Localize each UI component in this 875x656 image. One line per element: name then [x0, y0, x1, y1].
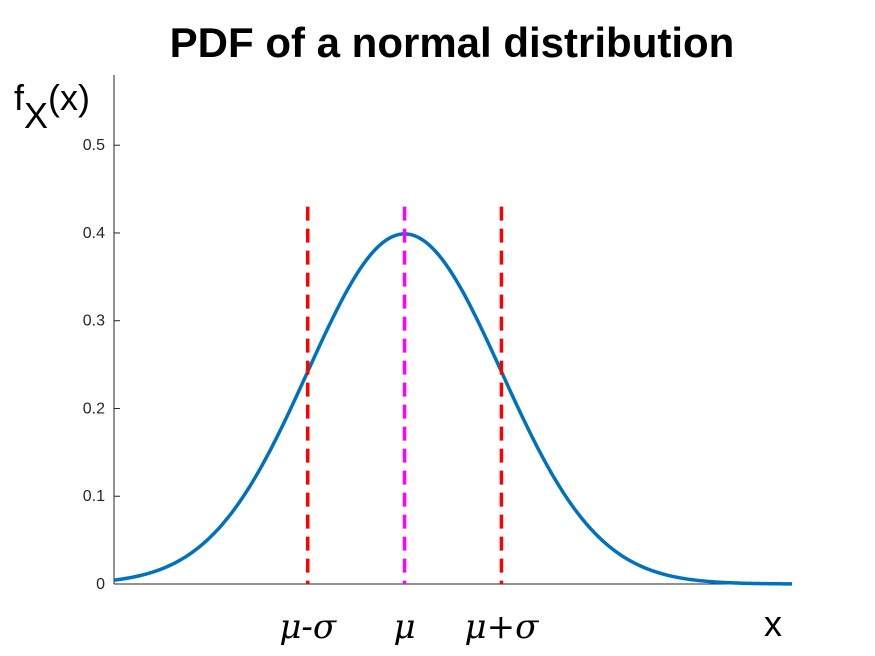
y-tick-label: 0.5	[83, 137, 105, 154]
y-axis-label: fX(x)	[14, 77, 90, 136]
plot-area: 0 0.1 0.2 0.3 0.4 0.5 μ-σ μ μ+σ	[83, 75, 793, 647]
x-tick-label: μ+σ	[465, 607, 540, 647]
x-axis-label: x	[764, 603, 782, 644]
pdf-curve	[113, 232, 793, 586]
y-tick-label: 0.3	[83, 313, 105, 330]
y-tick-label: 0.4	[83, 225, 105, 242]
y-axis-label-tail: (x)	[48, 77, 90, 118]
y-tick-label: 0	[96, 576, 105, 593]
x-tick-label: μ-σ	[279, 607, 337, 647]
chart-title: PDF of a normal distribution	[170, 19, 735, 66]
y-tick-label: 0.1	[83, 488, 105, 505]
y-tick-label: 0.2	[83, 400, 105, 417]
y-axis-label-main: f	[14, 77, 25, 118]
x-tick-label: μ	[394, 607, 416, 647]
y-axis-label-sub: X	[24, 95, 48, 136]
